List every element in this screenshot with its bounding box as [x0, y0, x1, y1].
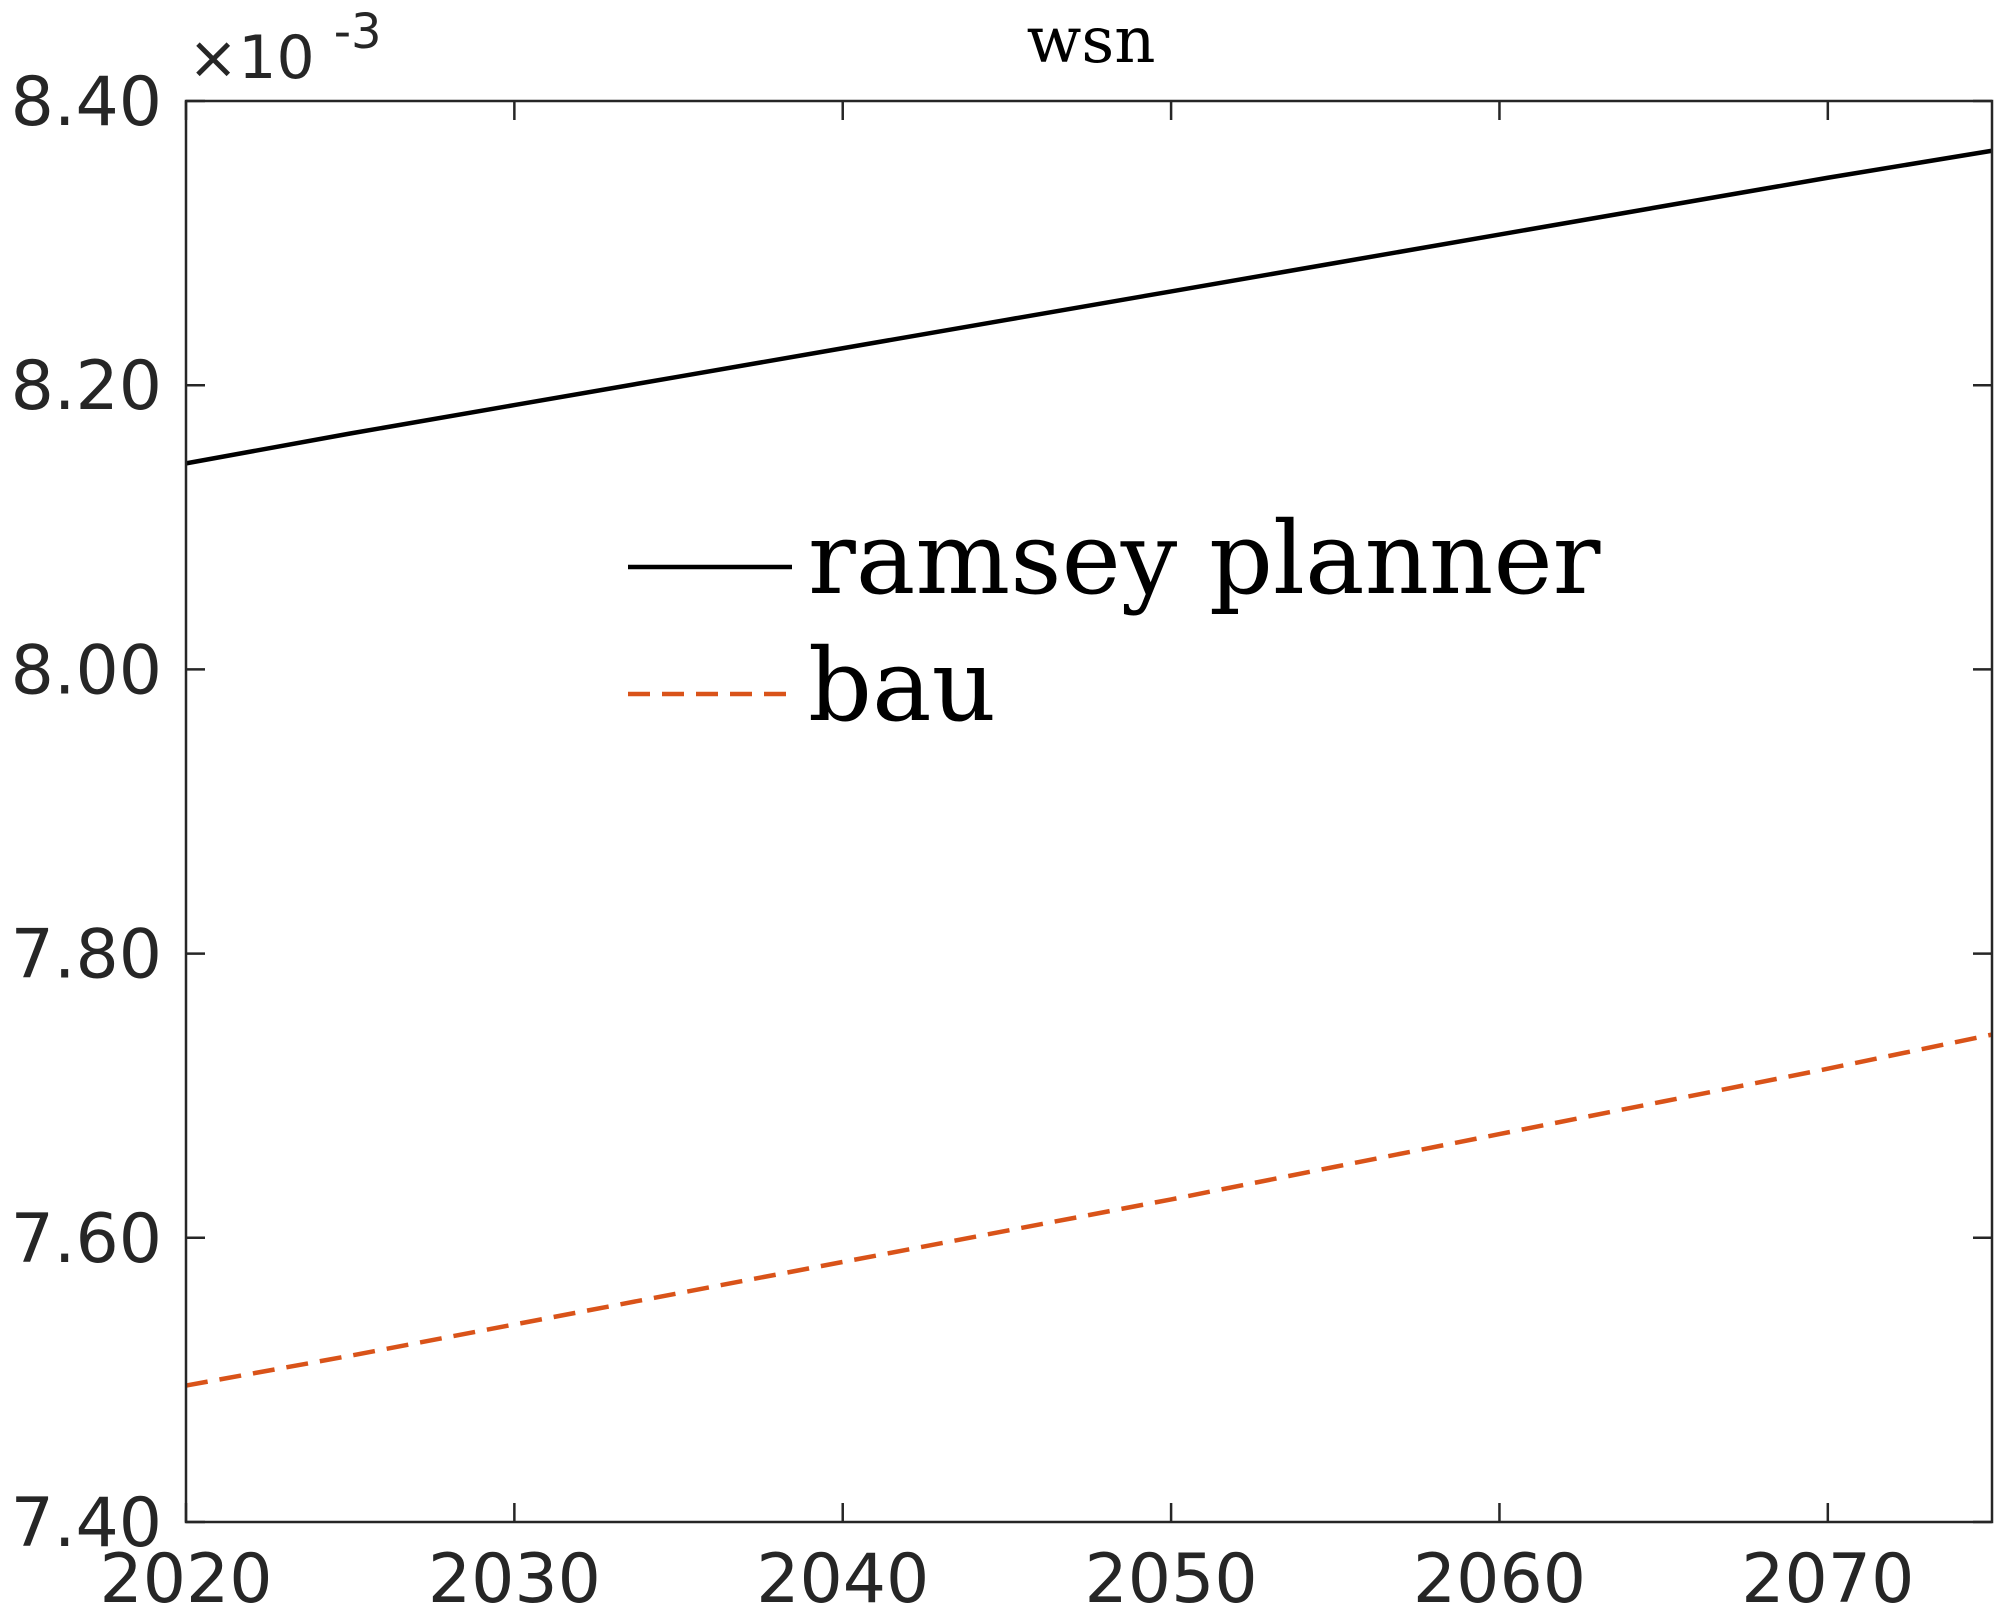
y-tick-label: 8.20 [11, 347, 162, 426]
x-tick-label: 2050 [1085, 1540, 1258, 1619]
x-tick-label: 2060 [1413, 1540, 1586, 1619]
y-tick-label: 8.40 [11, 63, 162, 142]
x-tick-label: 2040 [756, 1540, 929, 1619]
chart-title: wsn [1027, 4, 1156, 78]
y-multiplier: ×10 -3 [188, 4, 382, 93]
series-line-1 [185, 148, 1993, 466]
axes-frame [184, 99, 1994, 1524]
series-layer [185, 148, 1993, 1388]
y-multiplier-exponent: -3 [334, 4, 382, 60]
series-line-2 [185, 1032, 1993, 1388]
ticks-layer: 2020 2030 2040 2050 2060 2070 7.40 7.60 7.80 8.00… [11, 63, 1992, 1619]
y-multiplier-base: ×10 [188, 23, 315, 93]
y-tick-label: 7.80 [11, 916, 162, 995]
legend-label-1: ramsey planner [808, 500, 1601, 617]
svg-text:×10 -3: ×10 -3 [188, 4, 382, 93]
x-tick-label: 2020 [99, 1540, 272, 1619]
y-tick-label: 7.40 [11, 1484, 162, 1563]
x-tick-label: 2070 [1741, 1540, 1914, 1619]
y-tick-label: 7.60 [11, 1200, 162, 1279]
y-tick-label: 8.00 [11, 631, 162, 710]
axes-box [184, 99, 1994, 1524]
x-tick-label: 2030 [428, 1540, 601, 1619]
legend-label-2: bau [808, 627, 996, 744]
